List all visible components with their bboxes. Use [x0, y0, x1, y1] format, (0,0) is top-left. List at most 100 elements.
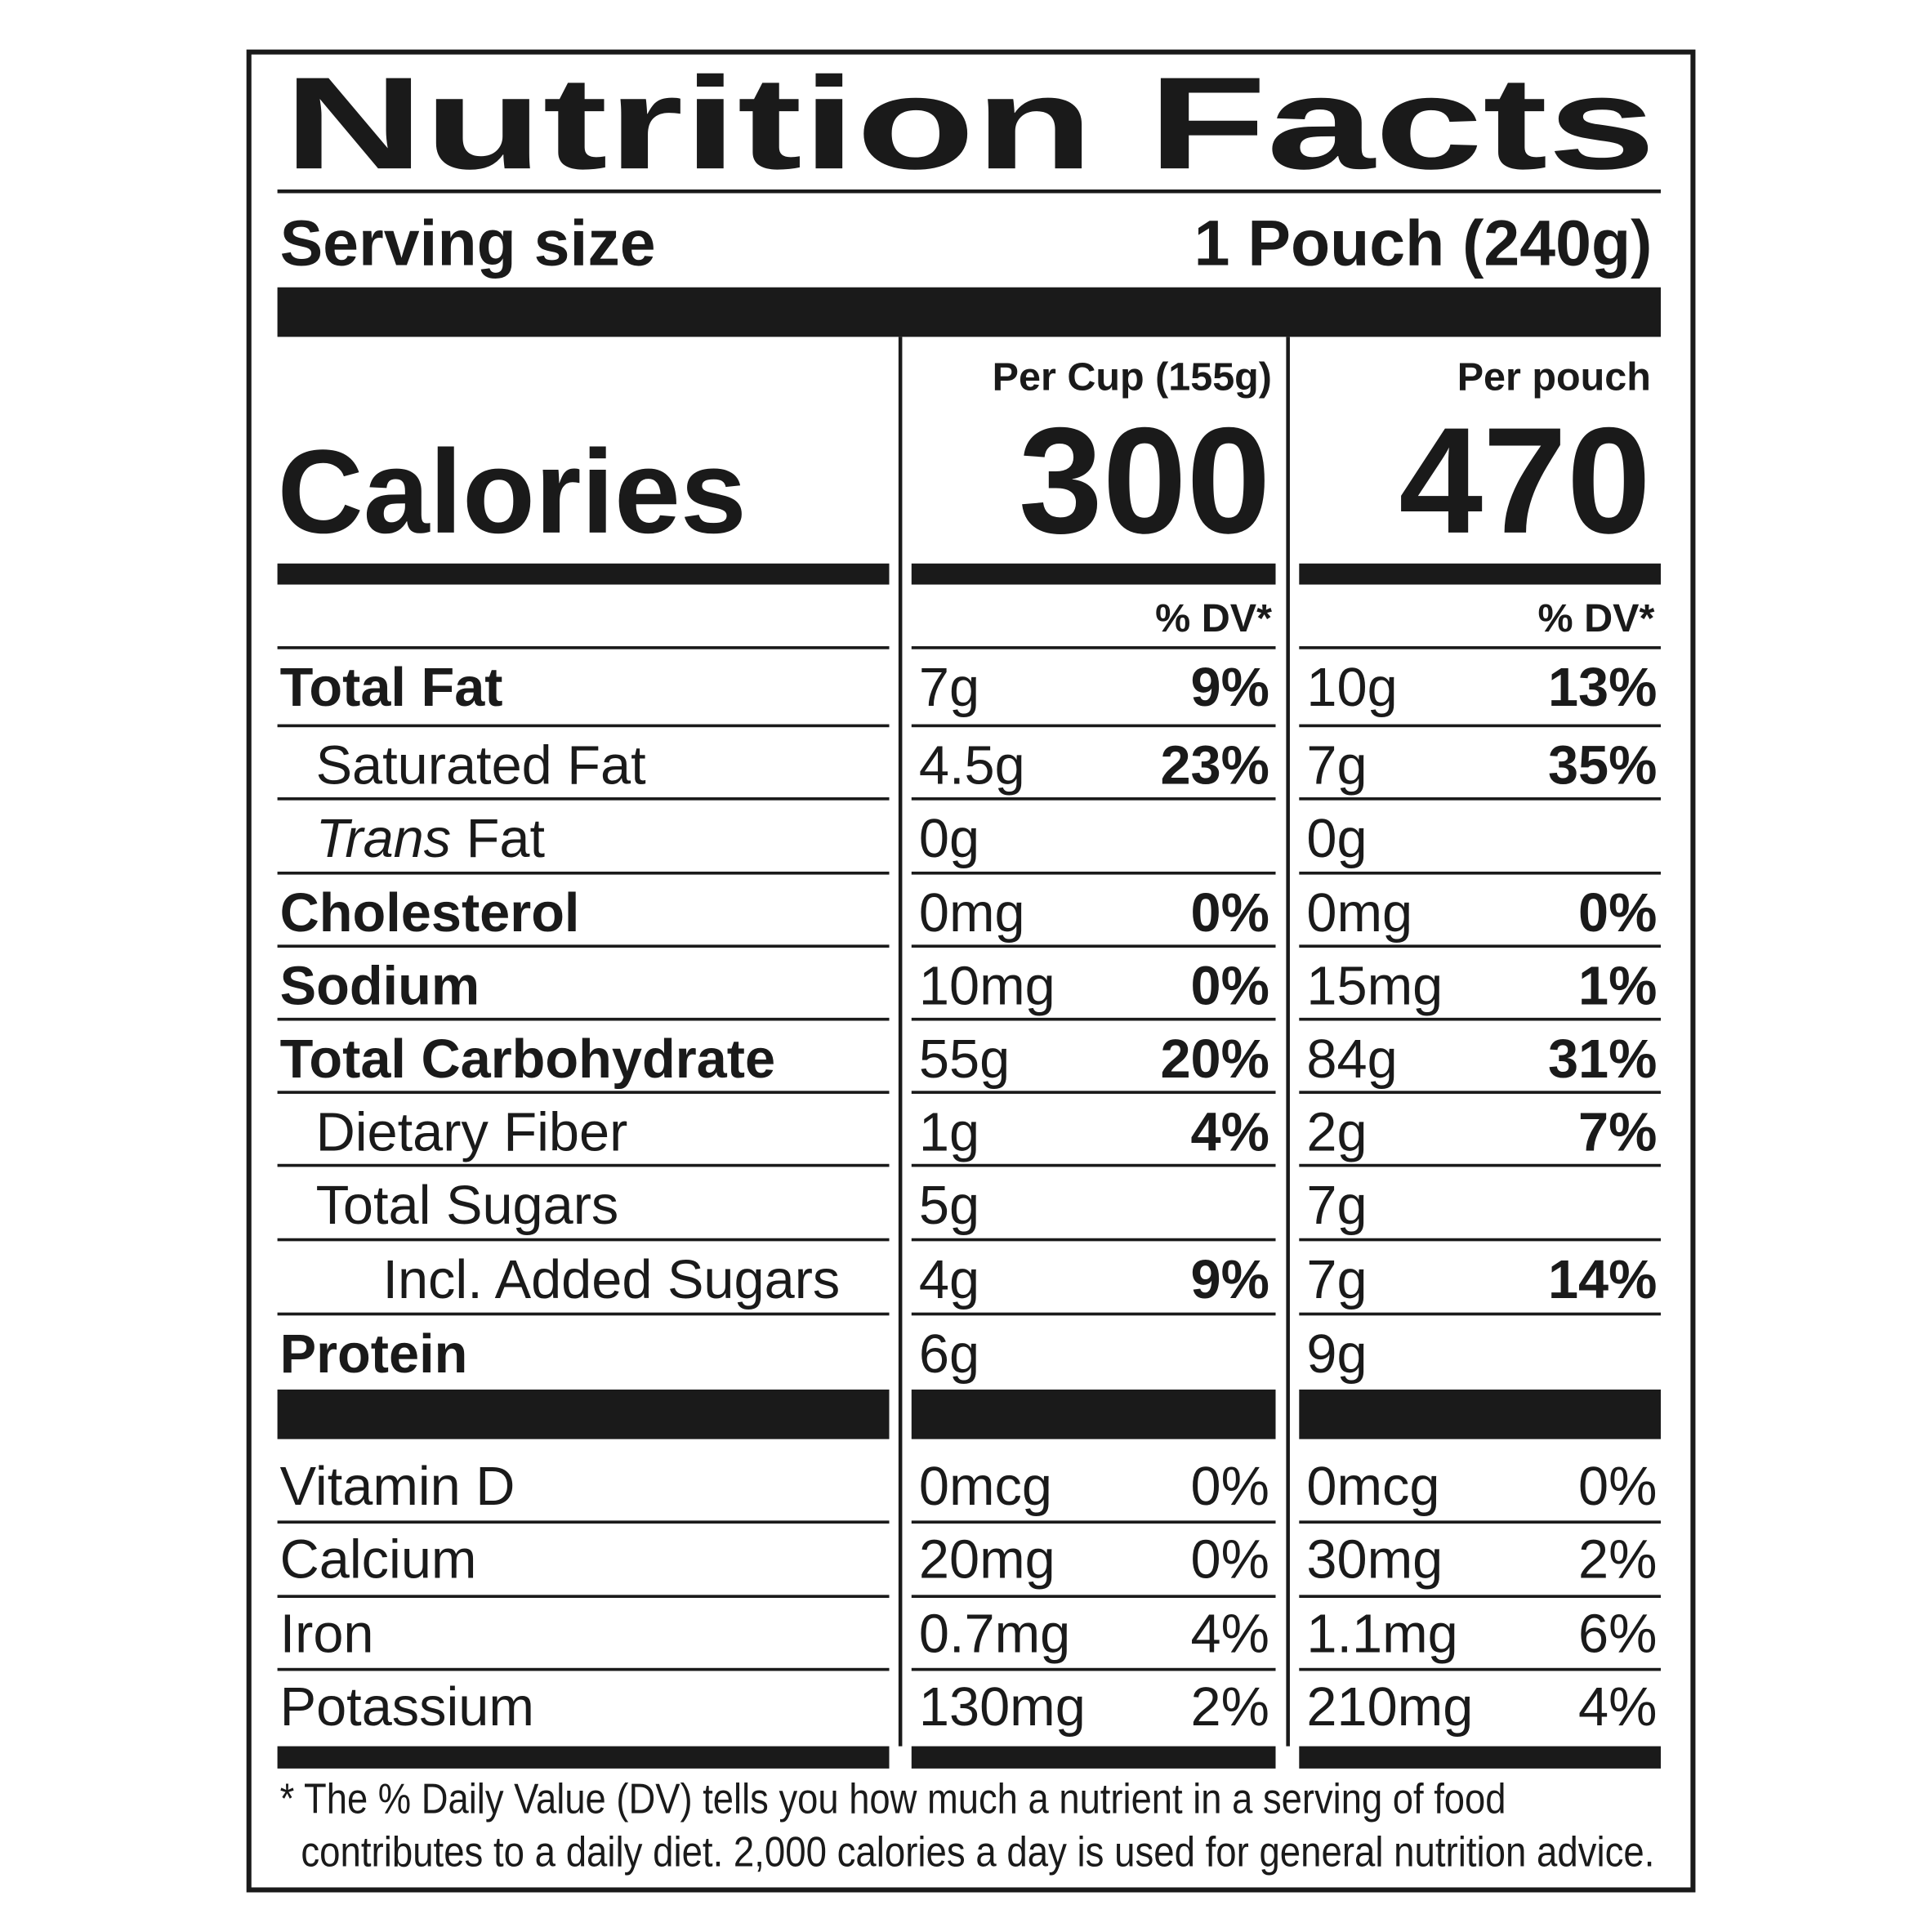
row-rule: [1299, 1312, 1661, 1316]
daily-value: 2%: [1578, 1529, 1657, 1590]
nutrient-name: Incl. Added Sugars: [382, 1250, 840, 1310]
row-rule: [277, 1312, 890, 1316]
amount: 84g: [1306, 1029, 1397, 1090]
amount: 0mcg: [1306, 1457, 1439, 1517]
nutrient-name: Cholesterol: [280, 883, 580, 944]
daily-value: 14%: [1548, 1250, 1657, 1310]
row-rule: [277, 1091, 890, 1094]
row-rule: [1299, 871, 1661, 875]
amount: 4g: [919, 1250, 979, 1310]
daily-value: 6%: [1578, 1604, 1657, 1664]
nutrient-name: Calcium: [280, 1529, 477, 1590]
amount: 1.1mg: [1306, 1604, 1457, 1664]
row-rule: [911, 1163, 1276, 1167]
amount: 0mg: [919, 883, 1025, 944]
nutrient-name: Total Carbohydrate: [280, 1029, 775, 1090]
row-rule: [1299, 1520, 1661, 1524]
nutrient-name: Dietary Fiber: [316, 1102, 628, 1162]
row-rule: [1299, 1238, 1661, 1242]
row-rule: [277, 1163, 890, 1167]
amount: 210mg: [1306, 1677, 1473, 1738]
column-heading: Per Cup (155g): [993, 355, 1272, 399]
daily-value: 7%: [1578, 1102, 1657, 1162]
daily-value: 9%: [1191, 658, 1269, 718]
amount: 7g: [1306, 1176, 1367, 1236]
amount: 0mcg: [919, 1457, 1052, 1517]
nutrient-name: Sodium: [280, 956, 480, 1016]
nutrient-name: Total Fat: [280, 658, 503, 718]
amount: 7g: [1306, 1250, 1367, 1310]
row-rule: [911, 797, 1276, 801]
thick-bar: [277, 563, 890, 585]
daily-value: 1%: [1578, 956, 1657, 1016]
row-rule: [911, 1667, 1276, 1671]
amount: 9g: [1306, 1324, 1367, 1385]
daily-value: 0%: [1578, 1457, 1657, 1517]
nutrient-name-part: Trans: [316, 809, 452, 869]
amount: 1g: [919, 1102, 979, 1162]
row-rule: [911, 724, 1276, 728]
daily-value: 4%: [1191, 1604, 1269, 1664]
amount: 6g: [919, 1324, 979, 1385]
thick-bar: [1299, 1746, 1661, 1769]
daily-value: 0%: [1191, 1457, 1269, 1517]
row-rule: [277, 1520, 890, 1524]
amount: 2g: [1306, 1102, 1367, 1162]
amount: 10mg: [919, 956, 1055, 1016]
row-rule: [277, 1238, 890, 1242]
row-rule: [911, 1312, 1276, 1316]
amount: 0g: [919, 809, 979, 869]
amount: 4.5g: [919, 736, 1025, 796]
thick-bar: [911, 1746, 1276, 1769]
daily-value: 0%: [1191, 956, 1269, 1016]
daily-value: 4%: [1191, 1102, 1269, 1162]
row-rule: [911, 871, 1276, 875]
nutrient-name: Protein: [280, 1324, 468, 1385]
nutrient-name: Vitamin D: [280, 1457, 515, 1517]
row-rule: [1299, 724, 1661, 728]
amount: 20mg: [919, 1529, 1055, 1590]
daily-value: 4%: [1578, 1677, 1657, 1738]
row-rule: [1299, 646, 1661, 649]
daily-value: 13%: [1548, 658, 1657, 718]
thick-bar: [277, 1389, 890, 1439]
calories-label: Calories: [278, 425, 747, 558]
row-rule: [911, 646, 1276, 649]
footnote: contributes to a daily diet. 2,000 calor…: [301, 1828, 1654, 1876]
amount: 7g: [1306, 736, 1367, 796]
amount: 7g: [919, 658, 979, 718]
row-rule: [277, 944, 890, 948]
daily-value: 9%: [1191, 1250, 1269, 1310]
nutrient-name: Potassium: [280, 1677, 534, 1738]
amount: 5g: [919, 1176, 979, 1236]
dv-heading: % DV*: [1538, 596, 1655, 640]
amount: 0.7mg: [919, 1604, 1070, 1664]
title: Nutrition Facts: [283, 51, 1656, 197]
nutrient-name: Iron: [280, 1604, 374, 1664]
thick-bar: [277, 1746, 890, 1769]
row-rule: [277, 724, 890, 728]
row-rule: [1299, 1595, 1661, 1598]
row-rule: [1299, 1091, 1661, 1094]
daily-value: 0%: [1191, 1529, 1269, 1590]
row-rule: [277, 646, 890, 649]
daily-value: 35%: [1548, 736, 1657, 796]
thick-bar: [911, 1389, 1276, 1439]
row-rule: [1299, 1163, 1661, 1167]
nutrient-name: Trans Fat: [316, 809, 546, 869]
thick-bar: [911, 563, 1276, 585]
row-rule: [911, 1017, 1276, 1021]
amount: 10g: [1306, 658, 1397, 718]
rule: [277, 189, 1661, 194]
amount: 0mg: [1306, 883, 1412, 944]
row-rule: [911, 1238, 1276, 1242]
daily-value: 2%: [1191, 1677, 1269, 1738]
nutrient-name: Total Sugars: [316, 1176, 619, 1236]
thick-bar: [1299, 1389, 1661, 1439]
row-rule: [911, 1520, 1276, 1524]
daily-value: 0%: [1191, 883, 1269, 944]
amount: 130mg: [919, 1677, 1086, 1738]
thick-bar: [277, 287, 1661, 337]
row-rule: [277, 1667, 890, 1671]
